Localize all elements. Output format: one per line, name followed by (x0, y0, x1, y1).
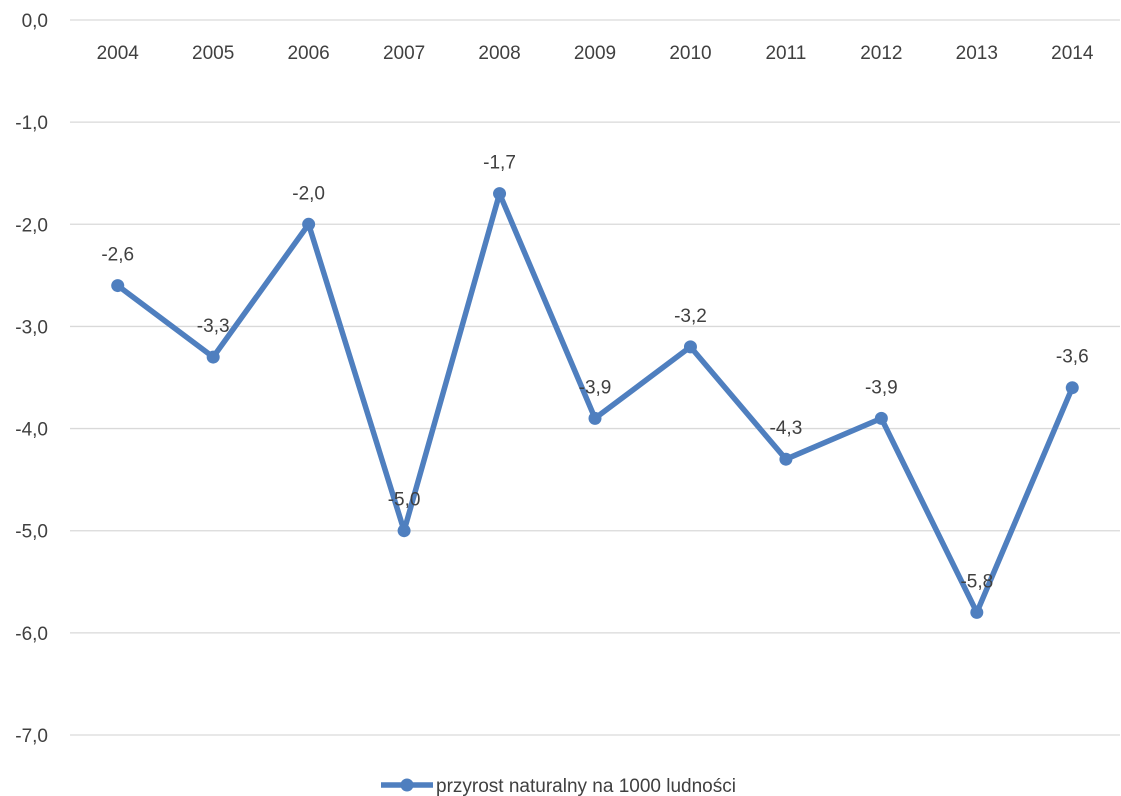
x-tick-label: 2009 (574, 43, 616, 64)
x-tick-label: 2011 (765, 43, 806, 64)
y-tick-label: -2,0 (15, 215, 48, 236)
x-tick-label: 2010 (669, 43, 711, 64)
data-label: -4,3 (770, 418, 803, 439)
x-tick-label: 2004 (97, 43, 140, 64)
series-line-group (111, 187, 1079, 619)
x-tick-label: 2006 (287, 43, 329, 64)
data-label: -3,2 (674, 306, 707, 327)
y-tick-label: -3,0 (15, 317, 48, 338)
x-tick-label: 2007 (383, 43, 425, 64)
y-tick-label: -4,0 (15, 420, 48, 441)
y-tick-label: 0,0 (22, 11, 48, 32)
data-label: -3,9 (865, 377, 898, 398)
data-point (111, 279, 125, 293)
legend-entry-label: przyrost naturalny na 1000 ludności (436, 776, 736, 796)
data-point (493, 187, 507, 201)
y-tick-label: -1,0 (15, 113, 48, 134)
data-point (874, 411, 888, 425)
data-label: -1,7 (483, 153, 516, 174)
x-axis-tick-labels: 2004 2005 2006 2007 2008 2009 2010 2011 2012 2013… (97, 43, 1094, 64)
data-label: -3,9 (579, 377, 612, 398)
data-point (1065, 381, 1079, 395)
series-line (114, 190, 1076, 616)
data-label: -2,0 (292, 183, 325, 204)
x-tick-label: 2008 (478, 43, 520, 64)
gridlines (70, 19, 1120, 736)
y-tick-label: -5,0 (15, 522, 48, 543)
data-point (206, 350, 220, 364)
x-tick-label: 2013 (956, 43, 998, 64)
legend: przyrost naturalny na 1000 ludności (381, 776, 736, 796)
data-point (397, 524, 411, 538)
data-label: -3,6 (1056, 347, 1089, 368)
x-tick-label: 2005 (192, 43, 234, 64)
data-label: -3,3 (197, 316, 230, 337)
y-tick-label: -6,0 (15, 624, 48, 645)
data-label: -2,6 (101, 245, 134, 266)
data-point (779, 452, 793, 466)
y-tick-label: -7,0 (15, 726, 48, 747)
data-labels: -2,6 -3,3 -2,0 -5,0 -1,7 -3,9 -3,2 -4,3 -3,9 -5,8… (101, 153, 1088, 593)
data-point (588, 411, 602, 425)
data-point (970, 605, 984, 619)
data-label: -5,8 (960, 571, 993, 592)
data-point (683, 340, 697, 354)
data-point (302, 217, 316, 231)
x-tick-label: 2012 (860, 43, 902, 64)
data-label: -5,0 (388, 490, 421, 511)
x-tick-label: 2014 (1051, 43, 1094, 64)
y-axis-tick-labels: 0,0 -1,0 -2,0 -3,0 -4,0 -5,0 -6,0 -7,0 (15, 11, 48, 747)
legend-marker-swatch (400, 778, 414, 792)
